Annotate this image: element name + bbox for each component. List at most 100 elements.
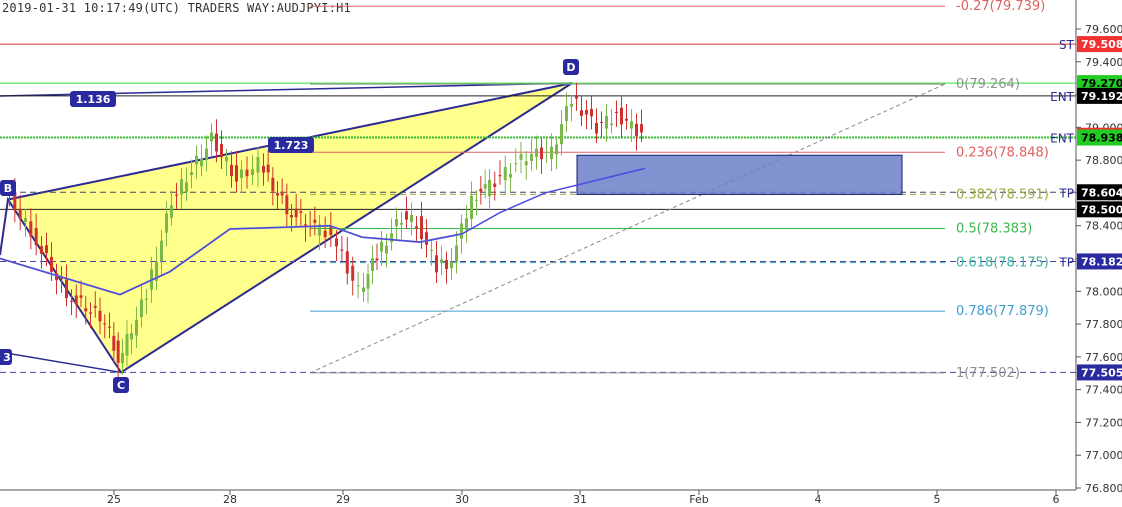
fib-trendline <box>309 83 946 374</box>
price-tag-box-5 <box>1077 184 1122 201</box>
y-tick-label-9: 77.800 <box>1085 318 1122 331</box>
candle-body <box>103 323 107 325</box>
candle-body <box>40 246 43 254</box>
x-tick-label-1: 28 <box>223 493 237 506</box>
price-tag-text-0: 79.508 <box>1081 38 1122 51</box>
candle-body <box>519 154 523 160</box>
point-c-label: C <box>113 377 129 393</box>
fib-label-1: 0(79.264) <box>956 77 1020 92</box>
candle-body <box>329 225 333 236</box>
y-tick-label-13: 77.000 <box>1085 449 1122 462</box>
candle-body <box>299 211 303 213</box>
fib-label-3: 0.382(78.591) <box>956 187 1049 202</box>
candle-body <box>98 310 102 322</box>
ratio-label-bd-box <box>268 137 314 153</box>
candle-body <box>524 161 528 166</box>
candle-body <box>251 169 254 176</box>
ratio-label-xd-box <box>70 91 116 107</box>
candle-body <box>13 191 17 211</box>
y-tick-label-6: 78.400 <box>1085 220 1122 233</box>
x-tick-label-0: 25 <box>107 493 121 506</box>
y-tick-label-14: 76.800 <box>1085 482 1122 495</box>
candle-body <box>190 171 193 176</box>
candle-body <box>18 208 22 220</box>
candle-body <box>540 147 543 160</box>
y-tick-label-1: 79.400 <box>1085 56 1122 69</box>
candle-body <box>135 319 138 336</box>
candle-body <box>205 148 208 159</box>
candle-body <box>210 132 213 142</box>
candle-body <box>425 232 428 245</box>
candle-body <box>50 256 53 272</box>
candle-body <box>635 123 638 137</box>
x-tick-label-5: Feb <box>689 493 708 506</box>
price-tag-text-1: 79.270 <box>1081 77 1122 90</box>
candle-body <box>625 118 628 121</box>
y-tick-label-0: 79.600 <box>1085 23 1122 36</box>
point-c-label-box <box>113 377 129 393</box>
candle-body <box>335 238 338 247</box>
candle-body <box>215 133 218 152</box>
ratio-label-bd: 1.723 <box>268 137 314 153</box>
level-lines <box>0 5 1076 374</box>
candle-body <box>84 308 88 312</box>
candle-body <box>590 109 593 117</box>
candle-body <box>294 208 298 218</box>
candle-body <box>140 299 143 318</box>
fib-label-6: 0.786(77.879) <box>956 304 1049 319</box>
candle-body <box>460 223 463 239</box>
y-tick-label-4: 78.800 <box>1085 154 1122 167</box>
line-tag-1: ENT <box>1050 90 1075 104</box>
candle-body <box>371 258 374 271</box>
candle-body <box>155 261 158 281</box>
price-tag-text-2: 79.192 <box>1081 90 1122 103</box>
candle-body <box>509 174 512 178</box>
candle-body <box>488 179 491 197</box>
y-tick-label-8: 78.000 <box>1085 285 1122 298</box>
candle-body <box>580 110 583 116</box>
candle-body <box>545 151 548 153</box>
candle-body <box>415 226 418 228</box>
candle-body <box>455 245 458 263</box>
candle-body <box>245 169 249 177</box>
candle-body <box>362 287 365 292</box>
line-tag-0: ST <box>1059 38 1075 52</box>
candle-body <box>145 298 148 300</box>
candle-body <box>130 333 133 340</box>
axes: 79.60079.40079.20079.00078.80078.60078.4… <box>107 23 1122 506</box>
price-tag-text-7: 78.182 <box>1081 255 1122 268</box>
line-tag-4: TP <box>1058 255 1074 269</box>
partial-ratio-text: 3 <box>3 351 11 364</box>
price-tag-box-2 <box>1077 87 1122 104</box>
candle-body <box>535 148 538 158</box>
candle-body <box>605 115 608 129</box>
ratio-label-xd: 1.136 <box>70 91 116 107</box>
candle-body <box>514 163 518 165</box>
candle-body <box>225 157 228 162</box>
candle-body <box>74 295 78 305</box>
candle-body <box>435 255 438 273</box>
fib-label-0: -0.27(79.739) <box>956 0 1045 14</box>
candle-body <box>570 103 573 107</box>
point-b-label: B <box>0 180 16 196</box>
candle-body <box>493 183 497 187</box>
candle-body <box>235 165 238 182</box>
candle-body <box>410 214 413 223</box>
candle-body <box>220 143 223 158</box>
price-tag-text-6: 78.500 <box>1081 203 1122 216</box>
point-d-label-box <box>563 59 579 75</box>
candle-body <box>390 233 393 243</box>
candle-body <box>375 258 379 261</box>
candle-body <box>121 352 124 364</box>
candle-body <box>175 194 178 196</box>
candle-body <box>70 300 73 302</box>
price-tag-text-8: 77.505 <box>1081 366 1122 379</box>
candle-body <box>200 158 203 167</box>
x-tick-label-2: 29 <box>336 493 350 506</box>
candle-body <box>498 175 502 177</box>
candles <box>0 82 646 378</box>
candle-body <box>380 241 383 252</box>
candle-body <box>400 222 403 225</box>
candle-body <box>640 124 643 133</box>
